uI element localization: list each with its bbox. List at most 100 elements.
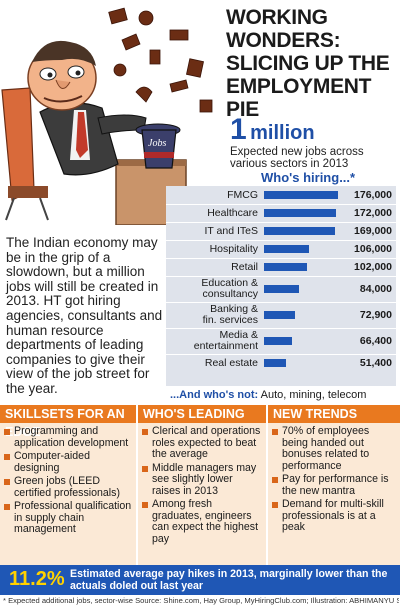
bullet-square-icon	[272, 502, 278, 508]
info-column-body: Programming and application development C…	[0, 423, 136, 536]
chart-row-separator	[166, 240, 396, 241]
bullet-text: Pay for performance is the new mantra	[282, 473, 389, 497]
bullet-text: Middle managers may see slightly lower r…	[152, 461, 257, 497]
chart-title: Who's hiring...*	[261, 170, 356, 185]
chart-value-label: 102,000	[354, 261, 392, 273]
chart-bar	[264, 263, 307, 271]
top-hat	[141, 129, 177, 169]
bullet-square-icon	[4, 429, 10, 435]
bullet-item: 70% of employees being handed out bonuse…	[272, 425, 396, 472]
headline-line: EMPLOYMENT PIE	[226, 75, 372, 121]
column-divider	[266, 405, 268, 565]
chart-bar	[264, 209, 337, 217]
chart-value-label: 66,400	[359, 335, 392, 347]
bullet-square-icon	[4, 454, 10, 460]
chart-bar	[264, 227, 336, 235]
chart-category-label-line: Media &	[219, 329, 258, 341]
big-number-unit: million	[250, 122, 315, 144]
chair	[1, 87, 35, 201]
footer-text: Estimated average pay hikes in 2013, mar…	[70, 568, 388, 592]
info-column: WHO'S LEADING Clerical and operations rol…	[138, 405, 266, 565]
info-column: NEW TRENDS 70% of employees being handed …	[268, 405, 400, 565]
bullet-text: 70% of employees being handed out bonuse…	[282, 425, 370, 472]
chart-category-label: Real estate	[204, 356, 258, 369]
chart-value-label: 169,000	[354, 225, 392, 237]
chart-value-label: 72,900	[359, 309, 392, 321]
chart-bar	[264, 359, 286, 367]
chart-value-label: 106,000	[354, 243, 392, 255]
info-column: SKILLSETS FOR AN EDGE Programming and app…	[0, 405, 136, 565]
column-divider	[136, 405, 138, 565]
hiring-bar-chart: FMCG 176,000 Healthcare 172,000 IT and ITeS 1…	[166, 186, 396, 386]
chart-row-separator	[166, 258, 396, 259]
bullet-square-icon	[4, 479, 10, 485]
bullet-item: Green jobs (LEED certified professionals…	[4, 475, 132, 499]
footer-band: 11.2% Estimated average pay hikes in 201…	[0, 565, 400, 595]
bullet-item: Pay for performance is the new mantra	[272, 473, 396, 497]
big-number-value: 1	[230, 113, 247, 146]
headline-line: SLICING UP THE	[226, 52, 390, 75]
info-column-title: WHO'S LEADING	[138, 405, 266, 423]
footer-percentage: 11.2%	[9, 568, 65, 590]
hat-label: Jobs	[148, 138, 166, 149]
source-line: * Expected additional jobs, sector-wise …	[3, 596, 399, 605]
chart-category-label-line: Education &	[201, 277, 258, 289]
bullet-text: Among fresh graduates, engineers can exp…	[152, 498, 259, 545]
chart-row-separator	[166, 354, 396, 355]
chart-value-label: 172,000	[354, 207, 392, 219]
info-column-title: NEW TRENDS	[268, 405, 400, 423]
chart-value-label: 51,400	[359, 357, 392, 369]
headline: WORKING WONDERS: SLICING UP THE EMPLOYME…	[226, 6, 398, 121]
chart-row-separator	[166, 222, 396, 223]
illustration: Jobs	[1, 7, 213, 225]
whos-not-lead: ...And who's not:	[170, 389, 259, 401]
chart-bar	[264, 191, 338, 199]
chart-bar	[264, 311, 295, 319]
chart-category-label-line: Retail	[231, 260, 258, 273]
headline-line: WORKING WONDERS:	[226, 6, 341, 52]
bullet-item: Among fresh graduates, engineers can exp…	[142, 498, 262, 545]
bullet-text: Green jobs (LEED certified professionals…	[14, 475, 120, 499]
bullet-text: Clerical and operations roles expected t…	[152, 425, 261, 460]
bullet-item: Middle managers may see slightly lower r…	[142, 461, 262, 498]
chart-bar	[264, 285, 300, 293]
intro-paragraph: The Indian economy may be in the grip of…	[6, 235, 163, 396]
bullet-item: Computer-aided designing	[4, 450, 132, 474]
chart-row-separator	[166, 302, 396, 303]
chart-category-label-line: fin. services	[202, 314, 258, 326]
bullet-item: Programming and application development	[4, 425, 132, 449]
bullet-square-icon	[142, 502, 148, 508]
chart-category-label-line: Healthcare	[207, 206, 258, 219]
chart-category-label-line: Banking &	[210, 303, 258, 315]
bullet-square-icon	[272, 429, 278, 435]
info-column-body: Clerical and operations roles expected t…	[138, 423, 266, 545]
chart-category-label-line: consultancy	[202, 288, 258, 300]
big-number: 1 million	[230, 113, 315, 147]
chart-value-label: 176,000	[354, 189, 392, 201]
chart-category-label: Healthcare	[207, 206, 258, 219]
chart-category-label: Education & consultancy	[201, 278, 258, 300]
whos-not-text: Auto, mining, telecom	[260, 389, 367, 401]
flying-job-icons	[108, 7, 213, 113]
chart-category-label: FMCG	[227, 189, 258, 201]
whos-not: ...And who's not: Auto, mining, telecom	[170, 389, 366, 401]
info-column-body: 70% of employees being handed out bonuse…	[268, 423, 400, 534]
chart-category-label: Hospitality	[209, 242, 258, 255]
bullet-square-icon	[142, 465, 148, 472]
chart-category-label-line: Real estate	[204, 356, 258, 369]
bullet-item: Demand for multi-skill professionals is …	[272, 498, 396, 534]
big-number-caption: Expected new jobs across various sectors…	[230, 146, 364, 170]
bullet-text: Demand for multi-skill professionals is …	[282, 498, 384, 533]
chart-category-label-line: entertainment	[193, 340, 258, 352]
bullet-square-icon	[4, 504, 10, 510]
chart-category-label: Banking & fin. services	[203, 304, 258, 326]
info-column-title: SKILLSETS FOR AN EDGE	[0, 405, 136, 439]
tie	[76, 112, 88, 158]
bullet-text: Computer-aided designing	[14, 450, 90, 474]
bullet-square-icon	[142, 429, 148, 435]
bullet-item: Professional qualification in supply cha…	[4, 500, 132, 536]
chart-value-label: 84,000	[359, 283, 392, 295]
bullet-item: Clerical and operations roles expected t…	[142, 425, 262, 461]
chart-category-label-line: Hospitality	[209, 242, 258, 255]
chart-category-label: IT and ITeS	[204, 225, 258, 237]
